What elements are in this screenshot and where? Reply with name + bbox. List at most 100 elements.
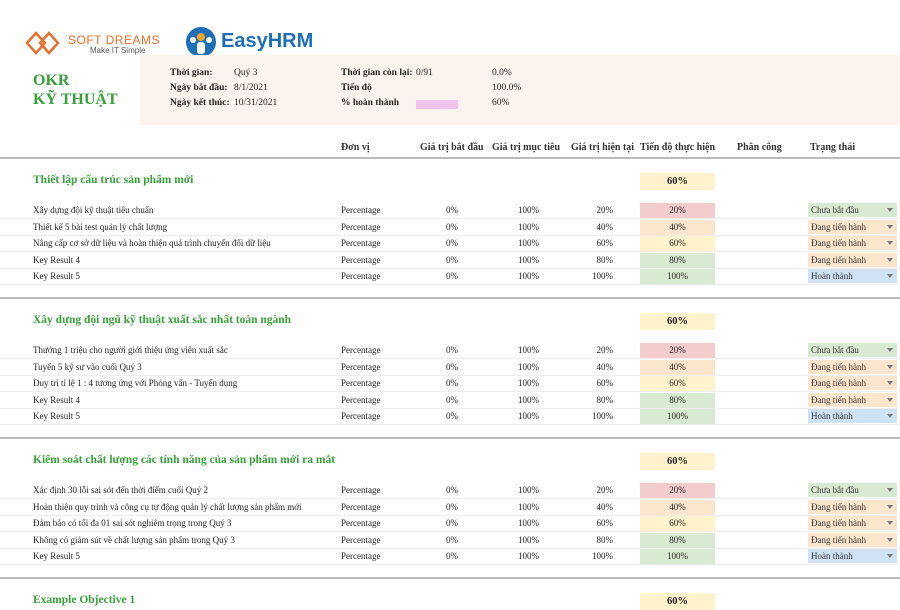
status-dropdown[interactable]: Đang tiến hành [808,236,897,250]
kr-target: 100% [518,361,539,372]
row-line [0,267,900,269]
kr-current: 20% [596,485,614,495]
status-dropdown[interactable]: Đang tiến hành [808,499,897,514]
status-dropdown[interactable]: Chưa bắt đầu [808,203,897,217]
kr-progress: 60% [640,376,715,391]
row-line [0,547,900,549]
stat-percent: 60% [492,98,510,108]
stat-label: % hoàn thành [341,98,400,108]
section-divider [0,297,900,299]
soft-dreams-icon [25,31,60,55]
kr-target: 100% [518,254,539,265]
status-dropdown[interactable]: Chưa bắt đầu [808,343,897,357]
kr-current: 40% [596,361,614,372]
kr-current: 60% [596,378,614,388]
kr-current: 60% [596,238,614,248]
dropdown-arrow [887,241,893,245]
meta-label: Thời gian: [170,68,213,78]
meta-value: Quý 3 [234,68,258,78]
dropdown-arrow [887,554,893,558]
dropdown-arrow [887,381,893,385]
status-dropdown[interactable]: Đang tiến hành [808,252,897,267]
dropdown-arrow [887,274,893,278]
kr-current: 100% [592,411,613,421]
dropdown-arrow [887,504,893,509]
status-dropdown[interactable]: Đang tiến hành [808,376,897,390]
status-dropdown[interactable]: Hoàn thành [808,409,897,423]
kr-start: 0% [446,205,458,215]
title-line: OKR [33,72,70,89]
kr-start: 0% [446,221,458,232]
kr-name: Thưởng 1 triệu cho người giới thiệu ứng … [33,345,228,355]
kr-name: Tuyển 5 kỹ sư vào cuối Quý 3 [33,361,142,372]
status-dropdown[interactable]: Chưa bắt đầu [808,483,897,497]
kr-target: 100% [518,518,539,528]
row-line [0,564,900,565]
kr-current: 20% [596,345,614,355]
kr-start: 0% [446,361,458,372]
stat-label: Tiến độ [341,83,372,93]
kr-current: 80% [596,534,614,545]
meta-label: Ngày kết thúc: [170,98,230,108]
kr-name: Key Result 4 [33,254,80,265]
kr-unit: Percentage [341,205,381,215]
kr-name: Key Result 5 [33,551,80,561]
status-dropdown[interactable]: Đang tiến hành [808,516,897,530]
kr-unit: Percentage [341,394,381,405]
kr-progress: 20% [640,203,715,218]
section-divider [0,577,900,579]
kr-current: 100% [592,271,613,281]
column-header: Giá trị mục tiêu [492,142,561,153]
kr-start: 0% [446,551,458,561]
kr-start: 0% [446,411,458,421]
status-dropdown[interactable]: Hoàn thành [808,549,897,563]
column-header: Tiến độ thực hiện [640,142,715,153]
row-line [0,358,900,359]
kr-unit: Percentage [341,501,381,512]
soft-dreams-name: SOFT DREAMS [68,33,160,47]
status-dropdown[interactable]: Đang tiến hành [808,219,897,234]
status-dropdown[interactable]: Đang tiến hành [808,532,897,547]
dropdown-arrow [887,414,893,418]
kr-progress: 40% [640,499,715,515]
kr-start: 0% [446,271,458,281]
header-panel [140,55,900,125]
kr-name: Xác định 30 lỗi sai sót đến thời điểm cu… [33,485,208,495]
kr-progress: 80% [640,392,715,408]
kr-progress: 40% [640,219,715,235]
kr-start: 0% [446,345,458,355]
kr-progress: 80% [640,532,715,548]
objective-title: Example Objective 1 [33,594,136,606]
kr-current: 80% [596,254,614,265]
column-header: Đơn vị [341,142,370,153]
status-dropdown[interactable]: Hoàn thành [808,269,897,283]
kr-name: Key Result 5 [33,271,80,281]
row-line [0,424,900,425]
kr-unit: Percentage [341,518,381,528]
row-line [0,498,900,499]
kr-name: Thiết kế 5 bài test quản lý chất lượng [33,221,168,232]
row-line [0,531,900,532]
dropdown-arrow [887,537,893,542]
kr-name: Key Result 4 [33,394,80,405]
kr-progress: 20% [640,343,715,358]
kr-unit: Percentage [341,271,381,281]
kr-start: 0% [446,518,458,528]
stat-percent: 100.0% [492,83,522,93]
objective-progress: 60% [640,453,715,470]
dropdown-arrow [887,224,893,229]
status-dropdown[interactable]: Đang tiến hành [808,359,897,374]
stat-value: 0/91 [416,68,433,78]
kr-unit: Percentage [341,254,381,265]
kr-unit: Percentage [341,238,381,248]
kr-target: 100% [518,345,539,355]
easyhrm-name: EasyHRM [221,30,314,52]
column-header: Phân công [737,142,782,153]
status-dropdown[interactable]: Đang tiến hành [808,392,897,407]
objective-progress: 60% [640,313,715,330]
kr-name: Không có giảm sút về chất lượng sản phẩm… [33,534,235,545]
kr-current: 40% [596,501,614,512]
kr-unit: Percentage [341,378,381,388]
kr-name: Đảm bảo có tối đa 01 sai sót nghiêm trọn… [33,518,232,528]
row-line [0,284,900,285]
